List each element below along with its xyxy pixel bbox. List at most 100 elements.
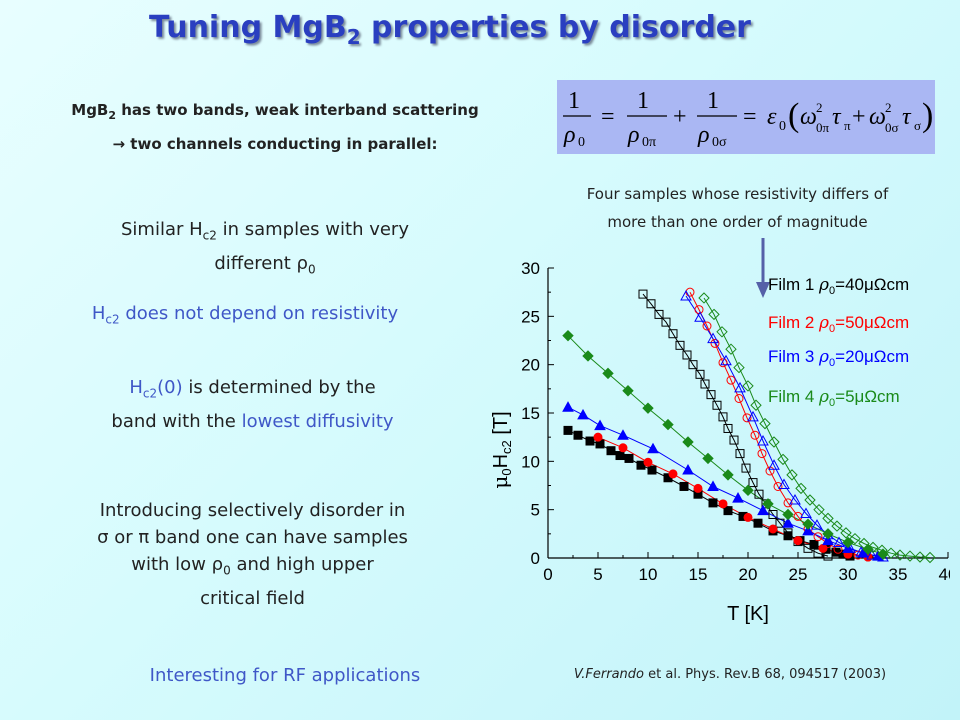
data-point — [582, 350, 594, 362]
data-point — [750, 430, 760, 440]
data-point — [618, 443, 628, 453]
x-tick-label: 20 — [739, 565, 758, 584]
svg-text:ω: ω — [800, 104, 817, 130]
svg-text:0: 0 — [578, 135, 585, 150]
data-point — [803, 543, 813, 553]
x-tick-label: 25 — [789, 565, 808, 584]
data-point — [833, 536, 845, 548]
x-axis-label: T [K] — [727, 603, 769, 625]
data-point — [742, 484, 754, 497]
data-point — [793, 536, 803, 546]
data-point — [924, 551, 936, 564]
data-point — [725, 343, 737, 355]
data-point — [757, 435, 769, 446]
slide-title: Tuning MgB2 properties by disorder — [149, 10, 751, 49]
data-point — [759, 417, 771, 430]
svg-text:Film 2 ρ0=50μΩcm: Film 2 ρ0=50μΩcm — [768, 313, 909, 335]
svg-text:Film 3 ρ0=20μΩcm: Film 3 ρ0=20μΩcm — [768, 347, 909, 369]
selective-disorder-note: Introducing selectively disorder in σ or… — [97, 500, 408, 609]
series-line — [685, 295, 884, 558]
legend-entry-film-3: Film 3 ρ0=20μΩcm — [768, 347, 909, 369]
data-point — [706, 390, 716, 400]
data-point — [602, 367, 614, 380]
hc2-independent-note: Hc2 does not depend on resistivity — [91, 303, 399, 327]
svg-text:2: 2 — [885, 100, 892, 115]
svg-text:τ: τ — [832, 104, 842, 130]
data-point — [783, 531, 793, 541]
y-tick-label: 0 — [531, 549, 540, 568]
data-point — [866, 549, 878, 560]
data-point — [723, 423, 733, 433]
data-point — [800, 507, 812, 519]
data-point — [573, 430, 583, 440]
svg-text:(: ( — [788, 97, 799, 134]
data-point — [813, 503, 825, 516]
rf-applications-note: Interesting for RF applications — [149, 665, 421, 686]
svg-text:T [K]: T [K] — [727, 603, 769, 625]
data-point — [822, 512, 834, 525]
data-point — [695, 369, 705, 379]
svg-text:0σ: 0σ — [885, 120, 899, 135]
data-point — [844, 542, 856, 553]
data-point — [804, 494, 816, 506]
data-point — [741, 463, 751, 473]
data-point — [842, 536, 854, 549]
data-point — [833, 544, 843, 554]
data-point — [858, 537, 870, 550]
data-point — [831, 520, 843, 532]
data-markers — [562, 287, 936, 564]
samples-note: Four samples whose resistivity differs o… — [525, 180, 950, 236]
data-point — [750, 399, 762, 411]
data-point — [747, 410, 759, 422]
data-point — [562, 401, 574, 412]
svg-text:2: 2 — [816, 100, 823, 115]
data-point — [742, 413, 752, 423]
data-point — [617, 429, 629, 440]
data-point — [694, 311, 706, 322]
data-point — [876, 544, 888, 556]
data-point — [647, 465, 657, 475]
data-point — [855, 546, 867, 557]
chart-legend: Film 1 ρ0=40μΩcm Film 2 ρ0=50μΩcm Film 3… — [768, 275, 909, 409]
data-point — [606, 446, 616, 456]
data-point — [743, 512, 753, 522]
down-arrow-icon — [756, 238, 770, 298]
data-point — [712, 400, 722, 410]
data-point — [734, 381, 746, 393]
x-tick-label: 10 — [639, 565, 658, 584]
data-point — [679, 481, 689, 491]
data-point — [615, 451, 625, 461]
data-point — [647, 442, 659, 454]
data-point — [638, 289, 648, 299]
data-point — [661, 317, 671, 327]
data-point — [867, 541, 879, 554]
legend-entry-film-2: Film 2 ρ0=50μΩcm — [768, 313, 909, 335]
data-point — [777, 453, 789, 466]
data-point — [726, 375, 736, 385]
data-point — [757, 504, 769, 516]
data-point — [818, 543, 828, 553]
data-point — [654, 309, 664, 319]
data-point — [783, 528, 793, 538]
hc2-vs-temperature-chart: 0 5 10 15 20 25 30 35 40 0 5 10 15 20 25 30 Film 1 ρ0=4… — [488, 259, 950, 625]
svg-text:ω: ω — [869, 104, 886, 130]
samples-note-line-1: Four samples whose resistivity differs o… — [586, 185, 889, 203]
data-point — [757, 449, 767, 459]
y-tick-label: 5 — [531, 501, 540, 520]
svg-text:=: = — [601, 104, 615, 130]
data-point — [718, 358, 728, 368]
svg-text:Film 4 ρ0=5μΩcm: Film 4 ρ0=5μΩcm — [768, 387, 900, 409]
series-line — [703, 297, 931, 558]
data-point — [748, 478, 758, 488]
data-point — [646, 299, 656, 309]
data-point — [700, 379, 710, 389]
svg-text:=: = — [743, 104, 757, 130]
legend-entry-film-4: Film 4 ρ0=5μΩcm — [768, 387, 900, 409]
x-tick-label: 5 — [593, 565, 602, 584]
data-point — [823, 551, 833, 561]
x-tick-label: 30 — [839, 565, 858, 584]
data-point — [708, 498, 718, 508]
data-point — [754, 489, 764, 499]
data-point — [643, 457, 653, 467]
data-point — [811, 519, 823, 530]
